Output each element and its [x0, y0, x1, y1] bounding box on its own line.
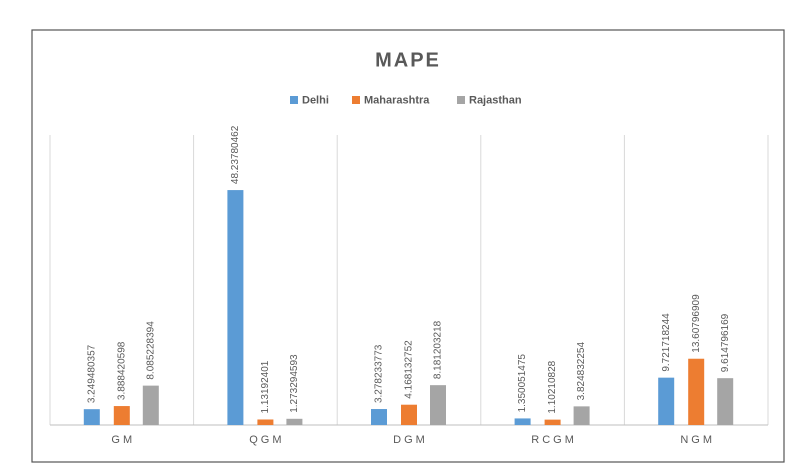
legend-swatch	[352, 96, 360, 104]
data-label: 9.614796169	[720, 313, 731, 372]
bar	[227, 190, 244, 425]
bar	[544, 419, 561, 425]
data-label: 48.23780462	[230, 125, 241, 184]
x-tick-label: NGM	[680, 434, 715, 446]
x-tick-label: RCGM	[531, 434, 577, 446]
data-label: 9.721718244	[661, 313, 672, 372]
x-tick-label: QGM	[249, 434, 284, 446]
bar	[371, 409, 387, 425]
bar	[717, 378, 734, 425]
data-label: 3.824832254	[576, 342, 587, 401]
data-label: 1.273294593	[289, 354, 300, 413]
bar	[401, 404, 417, 425]
bar	[688, 358, 705, 425]
bar	[142, 385, 159, 425]
bar	[83, 409, 100, 425]
chart-title: MAPE	[375, 49, 441, 71]
data-label: 13.60796909	[691, 294, 702, 353]
data-label: 8.085228394	[145, 321, 156, 380]
legend-label: Rajasthan	[469, 94, 522, 106]
bar	[573, 406, 590, 425]
legend-swatch	[457, 96, 465, 104]
data-label: 4.168132752	[404, 340, 415, 399]
bar	[257, 419, 274, 425]
legend-swatch	[290, 96, 298, 104]
bar	[113, 406, 130, 425]
data-label: 3.888420598	[116, 341, 127, 400]
data-label: 1.350051475	[517, 354, 528, 413]
x-tick-label: GM	[111, 434, 135, 446]
bar	[430, 385, 446, 425]
data-label: 1.13192401	[260, 360, 271, 413]
data-label: 3.278233773	[374, 344, 385, 403]
chart-frame	[31, 29, 785, 463]
data-label: 8.181203218	[433, 320, 444, 379]
data-label: 1.10210828	[547, 360, 558, 413]
legend-label: Maharashtra	[364, 94, 430, 106]
data-label: 3.249480357	[86, 344, 97, 403]
legend-label: Delhi	[302, 94, 329, 106]
x-tick-label: DGM	[393, 434, 428, 446]
bar	[658, 377, 675, 425]
bar	[514, 418, 531, 425]
bar	[286, 418, 303, 425]
